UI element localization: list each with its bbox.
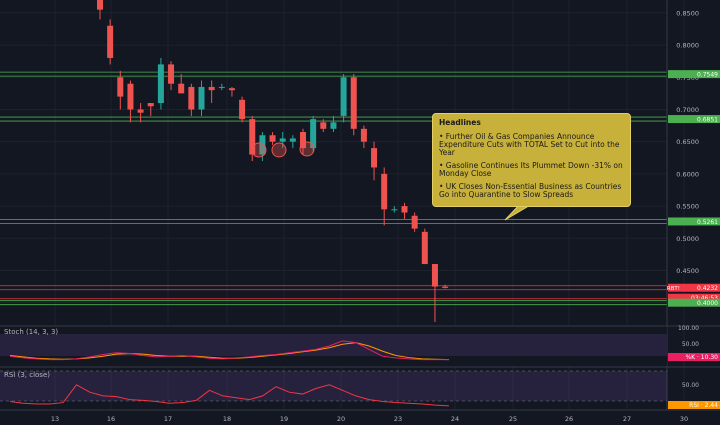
date-tick: 24 bbox=[451, 415, 459, 423]
symbol-tag: RBT! bbox=[667, 286, 680, 292]
candle-body bbox=[431, 264, 438, 287]
level-tags: 0.75490.68510.52610.423203:46:530.4000RB… bbox=[667, 70, 720, 307]
stoch-tag-text: %K · 10.30 bbox=[685, 354, 718, 361]
price-tick: 0.8500 bbox=[676, 9, 699, 17]
candle-body bbox=[137, 109, 144, 113]
rsi-line bbox=[9, 384, 449, 407]
candle-body bbox=[117, 77, 124, 97]
stoch-pane: 100.00 50.00 %K · 10.30 bbox=[0, 325, 720, 366]
date-tick: 16 bbox=[107, 415, 115, 423]
stoch-scale-50: 50.00 bbox=[682, 341, 699, 348]
candle-body bbox=[208, 86, 215, 91]
date-tick: 18 bbox=[223, 415, 231, 423]
price-tick: 0.6500 bbox=[676, 138, 699, 146]
rsi-tag-bg bbox=[668, 401, 720, 409]
highlight-circle bbox=[251, 142, 267, 158]
candle-body bbox=[350, 77, 357, 129]
candles bbox=[97, 0, 449, 322]
date-tick: 17 bbox=[164, 415, 172, 423]
level-tag-bg bbox=[668, 283, 720, 292]
rsi-pane: 50.00 RSI · 2.44 bbox=[0, 366, 720, 409]
level-tag-text: 0.6851 bbox=[697, 117, 718, 124]
candle-body bbox=[218, 86, 225, 88]
candle-body bbox=[279, 138, 286, 142]
price-tick: 0.7000 bbox=[676, 106, 699, 114]
candle-body bbox=[330, 122, 337, 129]
candle-body bbox=[127, 83, 134, 110]
headlines-title: Headlines bbox=[439, 118, 481, 127]
level-tag-text: 0.4000 bbox=[697, 300, 718, 307]
candle-body bbox=[239, 99, 246, 120]
stoch-label[interactable]: Stoch (14, 3, 3) bbox=[4, 328, 59, 336]
grid-lines bbox=[0, 0, 685, 410]
price-tick: 0.8000 bbox=[676, 42, 699, 50]
level-tag-bg bbox=[668, 298, 720, 307]
stoch-tag-bg bbox=[668, 353, 720, 361]
candle-body bbox=[421, 231, 428, 265]
date-tick: 20 bbox=[337, 415, 345, 423]
highlight-circle bbox=[299, 141, 315, 157]
price-tick: 0.4500 bbox=[676, 267, 699, 275]
level-tag-bg bbox=[668, 293, 720, 302]
price-tick: 0.6000 bbox=[676, 170, 699, 178]
date-tick: 23 bbox=[394, 415, 402, 423]
stoch-bg bbox=[0, 326, 667, 366]
stoch-band bbox=[0, 334, 667, 356]
date-axis-bg bbox=[0, 410, 720, 425]
headlines-tooltip: Headlines • Further Oil & Gas Companies … bbox=[432, 113, 631, 207]
candle-body bbox=[391, 209, 398, 211]
rsi-band bbox=[0, 371, 667, 401]
candle-body bbox=[147, 103, 154, 107]
headline-item-1: • Further Oil & Gas Companies Announce E… bbox=[439, 132, 620, 157]
candle-body bbox=[289, 138, 296, 142]
level-tag-bg bbox=[668, 217, 720, 226]
stoch-k-line bbox=[9, 340, 449, 361]
candle-body bbox=[157, 64, 164, 104]
rsi-tag-text: RSI · 2.44 bbox=[689, 402, 718, 409]
date-tick: 25 bbox=[509, 415, 517, 423]
candle-body bbox=[381, 173, 388, 210]
stoch-scale-100: 100.00 bbox=[678, 325, 699, 332]
date-tick: 27 bbox=[623, 415, 631, 423]
candle-body bbox=[259, 135, 266, 155]
headline-item-2: • Gasoline Continues Its Plummet Down -3… bbox=[439, 161, 623, 178]
candle-body bbox=[188, 86, 195, 110]
date-axis: 13 16 17 18 19 20 23 24 25 26 27 30 bbox=[0, 409, 720, 425]
candle-body bbox=[107, 25, 114, 58]
candle-body bbox=[340, 77, 347, 116]
candle-body bbox=[310, 119, 317, 149]
candle-body bbox=[401, 206, 408, 213]
date-tick: 13 bbox=[51, 415, 59, 423]
level-tag-bg bbox=[668, 115, 720, 124]
candle-body bbox=[97, 0, 103, 10]
level-tag-text: 0.7549 bbox=[697, 72, 718, 79]
candle-body bbox=[228, 88, 235, 91]
candle-body bbox=[411, 215, 418, 229]
date-tick: 19 bbox=[280, 415, 288, 423]
date-tick: 26 bbox=[565, 415, 573, 423]
level-tag-text: 0.4232 bbox=[697, 285, 718, 292]
price-tick: 0.5500 bbox=[676, 203, 699, 211]
candle-body bbox=[300, 132, 306, 149]
candle-body bbox=[249, 119, 256, 155]
rsi-scale-50: 50.00 bbox=[682, 382, 699, 389]
candle-body bbox=[371, 148, 378, 168]
highlight-circles bbox=[251, 141, 315, 158]
candle-body bbox=[360, 128, 367, 142]
price-tick: 0.5000 bbox=[676, 235, 699, 243]
candle-body bbox=[168, 64, 175, 84]
candle-body bbox=[320, 122, 327, 129]
level-tag-bg bbox=[668, 70, 720, 79]
date-tick: 30 bbox=[680, 415, 688, 423]
level-tag-text: 0.5261 bbox=[697, 219, 718, 226]
headline-item-3: • UK Closes Non-Essential Business as Co… bbox=[439, 182, 622, 199]
candle-body bbox=[442, 286, 449, 288]
candle-body bbox=[178, 83, 185, 94]
highlight-circle bbox=[271, 142, 287, 158]
candle-body bbox=[269, 135, 276, 142]
candle-body bbox=[198, 86, 205, 110]
rsi-label[interactable]: RSI (3, close) bbox=[4, 371, 50, 379]
price-axis: 0.85000.80000.75000.70000.65000.60000.55… bbox=[666, 0, 699, 410]
